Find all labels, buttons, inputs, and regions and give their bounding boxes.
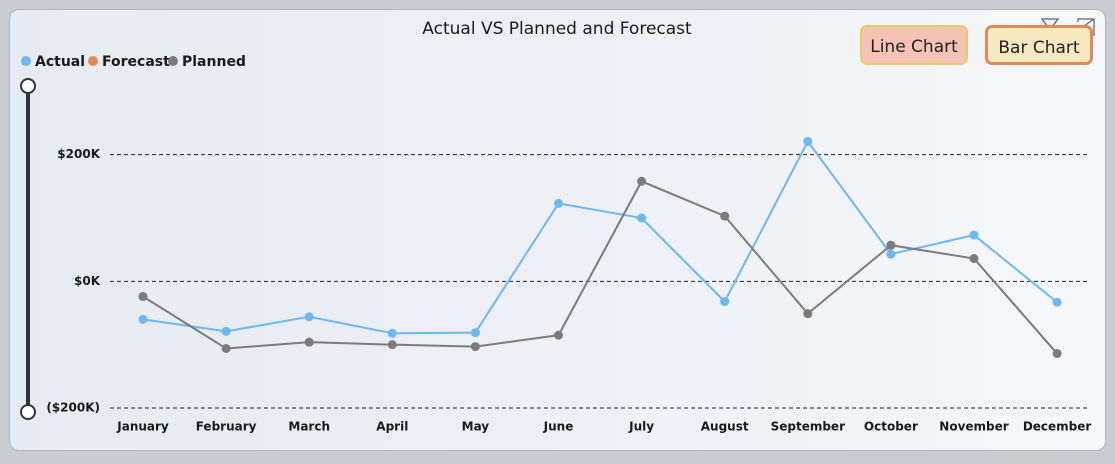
slider-handle-bottom[interactable] bbox=[20, 404, 36, 420]
x-tick-label: April bbox=[376, 420, 408, 434]
x-tick-label: May bbox=[462, 420, 490, 434]
data-point bbox=[387, 340, 397, 350]
x-tick-label: June bbox=[543, 420, 574, 434]
data-point bbox=[886, 249, 896, 259]
data-point bbox=[969, 254, 979, 264]
slider-handle-top[interactable] bbox=[20, 78, 36, 94]
data-point bbox=[803, 309, 813, 319]
data-point bbox=[138, 314, 148, 324]
legend-label: Actual bbox=[35, 54, 85, 70]
visual-card bbox=[9, 9, 1106, 451]
legend-marker bbox=[21, 56, 31, 66]
data-point bbox=[221, 326, 231, 336]
x-tick-label: December bbox=[1023, 420, 1092, 434]
data-point bbox=[554, 198, 563, 208]
data-point bbox=[969, 230, 979, 240]
x-tick-label: March bbox=[288, 420, 330, 434]
x-tick-label: January bbox=[116, 420, 169, 434]
data-point bbox=[387, 328, 397, 338]
data-point bbox=[720, 297, 730, 307]
data-point bbox=[637, 176, 647, 186]
data-point bbox=[1052, 297, 1062, 307]
data-point bbox=[637, 213, 647, 223]
bar-chart-button[interactable]: Bar Chart bbox=[985, 25, 1093, 65]
data-point bbox=[470, 328, 480, 338]
data-point bbox=[138, 292, 148, 302]
line-chart-button[interactable]: Line Chart bbox=[860, 25, 968, 65]
legend-label: Forecast bbox=[102, 54, 170, 70]
series-line bbox=[142, 179, 1058, 355]
legend-label: Planned bbox=[182, 54, 246, 70]
data-point bbox=[304, 337, 314, 347]
x-tick-label: November bbox=[939, 420, 1008, 434]
series-line bbox=[142, 139, 1058, 335]
y-tick-label: $0K bbox=[74, 274, 101, 288]
data-point bbox=[470, 342, 480, 352]
x-tick-label: October bbox=[864, 420, 918, 434]
data-point bbox=[554, 330, 563, 340]
focus-mode-icon[interactable] bbox=[1077, 18, 1095, 36]
legend-marker bbox=[88, 56, 98, 66]
x-tick-label: August bbox=[701, 420, 749, 434]
data-point bbox=[803, 136, 813, 146]
legend-marker bbox=[168, 56, 178, 66]
chart-title: Actual VS Planned and Forecast bbox=[422, 19, 692, 39]
x-tick-label: September bbox=[771, 420, 845, 434]
data-point bbox=[720, 211, 730, 221]
x-tick-label: July bbox=[628, 420, 654, 434]
data-point bbox=[886, 240, 896, 250]
y-tick-label: $200K bbox=[57, 147, 100, 161]
y-tick-label: ($200K) bbox=[46, 401, 100, 415]
data-point bbox=[304, 312, 314, 322]
data-point bbox=[221, 343, 231, 353]
x-tick-label: February bbox=[196, 420, 257, 434]
data-point bbox=[1052, 349, 1062, 359]
